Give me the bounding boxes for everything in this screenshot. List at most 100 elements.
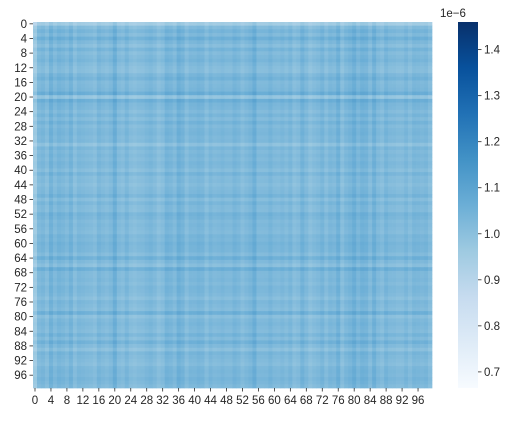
heatmap-cell <box>408 175 413 180</box>
heatmap-cell <box>340 29 345 34</box>
heatmap-cell <box>188 51 193 56</box>
heatmap-cell <box>92 25 98 30</box>
heatmap-cell <box>72 76 78 81</box>
heatmap-cell <box>300 76 305 81</box>
heatmap-cell <box>420 139 425 144</box>
heatmap-cell <box>340 95 345 100</box>
heatmap-cell <box>408 186 413 191</box>
heatmap-cell <box>392 29 397 34</box>
heatmap-cell <box>68 102 74 107</box>
heatmap-cell <box>120 51 126 56</box>
heatmap-cell <box>92 128 98 133</box>
heatmap-cell <box>292 29 297 34</box>
heatmap-cell <box>308 153 313 158</box>
heatmap-cell <box>108 47 114 52</box>
heatmap-cell <box>372 76 377 81</box>
heatmap-cell <box>420 43 425 48</box>
heatmap-cell <box>256 128 261 133</box>
heatmap-cell <box>148 183 154 188</box>
heatmap-cell <box>204 161 209 166</box>
heatmap-cell <box>256 80 261 85</box>
heatmap-cell <box>176 62 181 67</box>
heatmap-cell <box>280 179 285 184</box>
heatmap-cell <box>248 183 253 188</box>
heatmap-cell <box>268 91 273 96</box>
heatmap-cell <box>304 25 309 30</box>
heatmap-cell <box>136 124 142 129</box>
heatmap-cell <box>144 51 150 56</box>
heatmap-cell <box>344 73 349 78</box>
heatmap-cell <box>52 157 58 162</box>
heatmap-cell <box>244 32 249 37</box>
heatmap-cell <box>68 179 74 184</box>
heatmap-cell <box>56 25 62 30</box>
heatmap-cell <box>376 80 381 85</box>
heatmap-cell <box>356 201 361 206</box>
heatmap-cell <box>48 40 54 45</box>
heatmap-cell <box>108 22 114 27</box>
heatmap-cell <box>116 36 122 41</box>
heatmap-cell <box>96 113 102 118</box>
heatmap-cell <box>300 190 305 195</box>
heatmap-cell <box>320 146 325 151</box>
heatmap-cell <box>380 47 385 52</box>
heatmap-cell <box>156 142 162 147</box>
heatmap-cell <box>52 135 58 140</box>
heatmap-cell <box>180 47 185 52</box>
heatmap-cell <box>128 135 134 140</box>
heatmap-cell <box>96 131 102 136</box>
heatmap-cell <box>232 175 237 180</box>
heatmap-cell <box>260 87 265 92</box>
heatmap-cell <box>316 161 321 166</box>
heatmap-cell <box>72 109 78 114</box>
heatmap-cell <box>412 153 417 158</box>
heatmap-cell <box>268 51 273 56</box>
heatmap-cell <box>312 87 317 92</box>
heatmap-cell <box>132 73 138 78</box>
heatmap-cell <box>144 65 150 70</box>
heatmap-cell <box>204 131 209 136</box>
heatmap-cell <box>128 153 134 158</box>
heatmap-cell <box>156 164 162 169</box>
heatmap-cell <box>40 135 46 140</box>
heatmap-cell <box>352 106 357 111</box>
heatmap-cell <box>176 168 181 173</box>
heatmap-cell <box>116 190 122 195</box>
heatmap-cell <box>212 29 217 34</box>
heatmap-cell <box>248 197 253 202</box>
heatmap-cell <box>348 157 353 162</box>
heatmap-cell <box>268 183 273 188</box>
heatmap-cell <box>404 142 409 147</box>
heatmap-cell <box>264 109 269 114</box>
heatmap-cell <box>372 117 377 122</box>
heatmap-cell <box>332 29 337 34</box>
heatmap-cell <box>128 201 134 206</box>
heatmap-cell <box>320 76 325 81</box>
heatmap-cell <box>88 168 94 173</box>
heatmap-cell <box>356 183 361 188</box>
heatmap-cell <box>144 190 150 195</box>
heatmap-cell <box>188 29 193 34</box>
heatmap-cell <box>100 161 106 166</box>
heatmap-cell <box>308 106 313 111</box>
heatmap-cell <box>148 95 154 100</box>
heatmap-cell <box>368 172 373 177</box>
heatmap-cell <box>392 62 397 67</box>
heatmap-cell <box>204 120 209 125</box>
heatmap-cell <box>132 135 138 140</box>
heatmap-cell <box>160 43 166 48</box>
heatmap-cell <box>416 58 421 63</box>
heatmap-cell <box>192 146 197 151</box>
heatmap-cell <box>256 102 261 107</box>
heatmap-cell <box>68 65 74 70</box>
heatmap-cell <box>364 146 369 151</box>
heatmap-cell <box>68 91 74 96</box>
heatmap-cell <box>264 98 269 103</box>
heatmap-cell <box>136 186 142 191</box>
heatmap-cell <box>48 84 54 89</box>
heatmap-cell <box>156 131 162 136</box>
heatmap-cell <box>144 43 150 48</box>
heatmap-cell <box>140 186 146 191</box>
heatmap-cell <box>132 197 138 202</box>
heatmap-cell <box>284 32 289 37</box>
